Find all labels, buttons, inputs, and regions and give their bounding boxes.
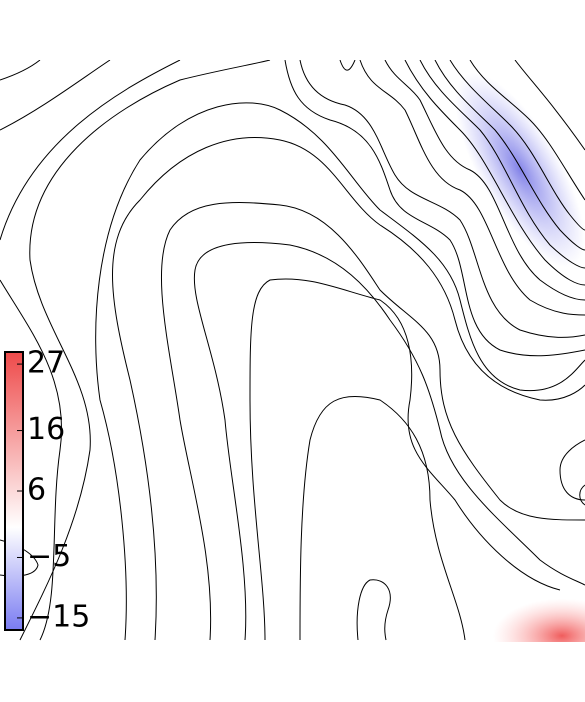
colorbar-tick-label: 6: [27, 473, 46, 508]
colorbar-tick-label: 27: [27, 346, 65, 381]
high-region: [470, 580, 585, 642]
contour-line: [356, 579, 391, 641]
contour-line: [0, 60, 41, 81]
contour-line: [419, 60, 585, 269]
contour-line: [0, 60, 181, 241]
contour-line: [160, 202, 585, 641]
contour-line: [339, 60, 356, 71]
contour-line: [19, 60, 271, 641]
colorbar-tick-label: −15: [27, 599, 90, 634]
contour-line: [249, 278, 561, 641]
contour-line: [434, 60, 585, 251]
contour-line: [359, 60, 585, 316]
contour-line: [112, 137, 585, 641]
contour-line: [384, 60, 585, 301]
contour-line: [469, 60, 585, 201]
colorbar-tick-label: 16: [27, 412, 65, 447]
contour-line: [0, 279, 62, 641]
contour-line: [579, 484, 585, 506]
contour-line: [404, 60, 585, 286]
contour-line: [0, 60, 111, 131]
colorbar-tick-label: −5: [27, 539, 71, 574]
contour-line: [284, 60, 585, 357]
contour-line: [299, 395, 466, 641]
contour-line: [449, 60, 585, 231]
contour-line: [95, 102, 585, 641]
contour-field: [0, 60, 585, 642]
low-region: [455, 72, 585, 268]
contour-line: [559, 439, 585, 501]
contour-line: [299, 60, 585, 338]
contour-line: [514, 60, 585, 151]
contour-line: [193, 242, 585, 641]
